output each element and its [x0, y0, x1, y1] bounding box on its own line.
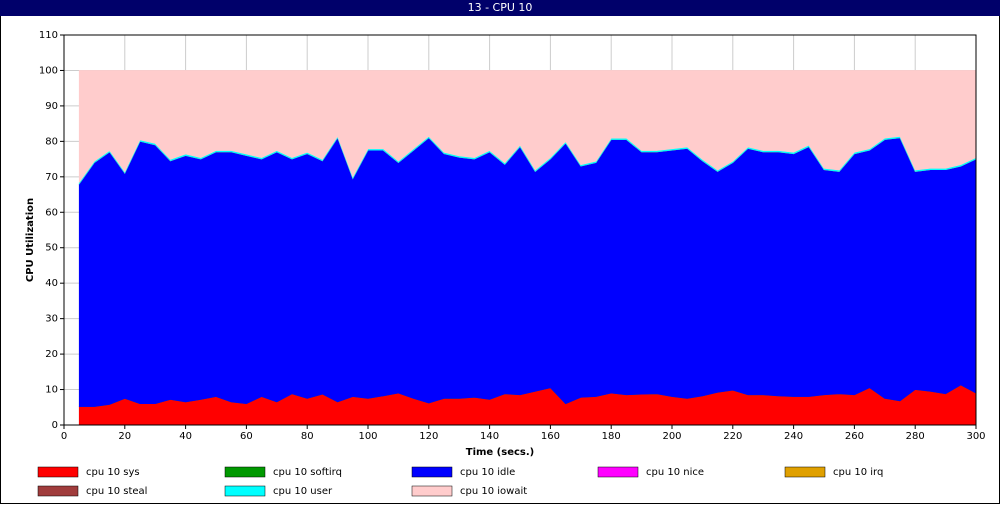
legend-swatch [37, 466, 79, 478]
legend-swatch [37, 485, 79, 497]
plot-border [63, 34, 977, 426]
x-tick-label: 240 [784, 431, 803, 442]
chart-title: 13 - CPU 10 [468, 1, 533, 14]
x-tick-label: 140 [480, 431, 499, 442]
y-tick-label: 110 [39, 30, 58, 41]
y-tick-label: 80 [45, 136, 58, 147]
title-bar [0, 0, 1000, 16]
x-tick-label: 60 [240, 431, 253, 442]
y-tick-label: 10 [45, 385, 58, 396]
x-tick-label: 40 [179, 431, 192, 442]
legend-label: cpu 10 sys [86, 467, 140, 478]
y-tick-label: 90 [45, 101, 58, 112]
x-tick-label: 80 [301, 431, 314, 442]
legend-swatch [784, 466, 826, 478]
y-tick-label: 40 [45, 278, 58, 289]
x-tick-label: 200 [662, 431, 681, 442]
legend-label: cpu 10 nice [646, 467, 704, 478]
y-tick-label: 60 [45, 207, 58, 218]
x-tick-label: 0 [61, 431, 67, 442]
legend-label: cpu 10 iowait [460, 486, 527, 497]
legend-label: cpu 10 irq [833, 467, 883, 478]
x-tick-label: 160 [541, 431, 560, 442]
x-tick-label: 180 [602, 431, 621, 442]
area [78, 137, 977, 407]
legend-swatch [224, 485, 266, 497]
legend-label: cpu 10 user [273, 486, 333, 497]
y-axis-label: CPU Utilization [25, 198, 36, 282]
legend-swatch [411, 485, 453, 497]
legend-label: cpu 10 softirq [273, 467, 342, 478]
x-tick-label: 120 [419, 431, 438, 442]
x-tick-label: 220 [723, 431, 742, 442]
y-tick-label: 100 [39, 65, 58, 76]
x-tick-label: 20 [118, 431, 131, 442]
y-tick-label: 30 [45, 314, 58, 325]
legend-swatch [411, 466, 453, 478]
x-tick-label: 260 [845, 431, 864, 442]
legend-label: cpu 10 steal [86, 486, 147, 497]
y-tick-label: 70 [45, 172, 58, 183]
x-tick-label: 100 [358, 431, 377, 442]
legend-label: cpu 10 idle [460, 467, 515, 478]
x-axis-label: Time (secs.) [466, 447, 535, 458]
y-tick-label: 50 [45, 243, 58, 254]
x-tick-label: 280 [906, 431, 925, 442]
legend-swatch [597, 466, 639, 478]
y-tick-label: 0 [52, 420, 58, 431]
x-tick-label: 300 [966, 431, 985, 442]
legend-swatch [224, 466, 266, 478]
y-tick-label: 20 [45, 349, 58, 360]
